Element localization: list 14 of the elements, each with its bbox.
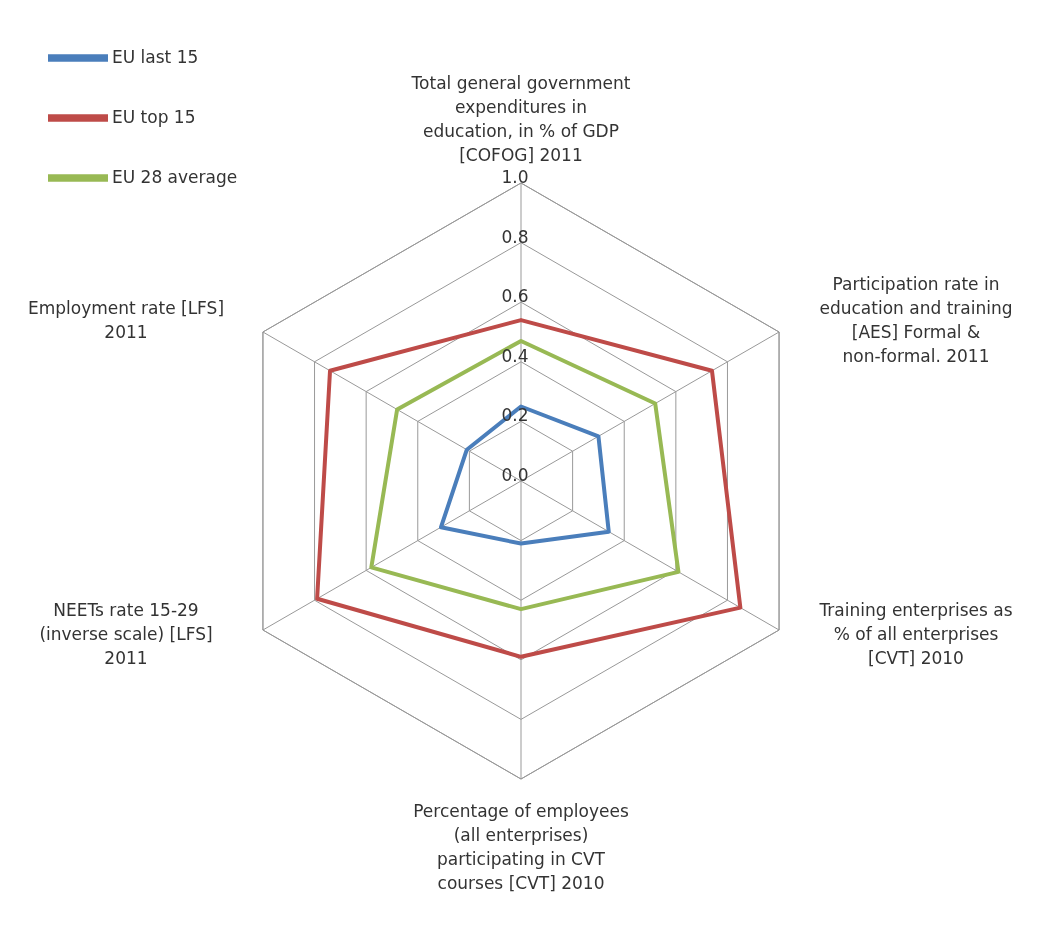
spoke-label: NEETs rate 15-29 (inverse scale) [LFS] 2011: [39, 600, 213, 668]
spoke-label: Percentage of employees (all enterprises) participating in CVT courses [CVT] 2010: [413, 801, 629, 893]
y-tick-label: 0.0: [501, 465, 529, 485]
legend-label: EU 28 average: [112, 167, 238, 187]
legend-label: EU top 15: [112, 107, 196, 127]
spoke-label: Participation rate in education and training [AES] Formal & non-formal. 2011: [819, 274, 1013, 366]
y-tick-label: 0.4: [501, 345, 529, 366]
y-tick-label: 0.6: [501, 286, 529, 307]
spoke-label: Total general government expenditures in education, in % of GDP [COFOG] 2011: [410, 73, 631, 165]
legend-label: EU last 15: [112, 47, 199, 67]
spoke-label: Training enterprises as % of all enterprises [CVT] 2010: [818, 600, 1013, 668]
spoke-label: Employment rate [LFS] 2011: [27, 298, 225, 342]
y-tick-label: 0.8: [501, 226, 529, 247]
y-tick-label: 1.0: [501, 167, 529, 187]
